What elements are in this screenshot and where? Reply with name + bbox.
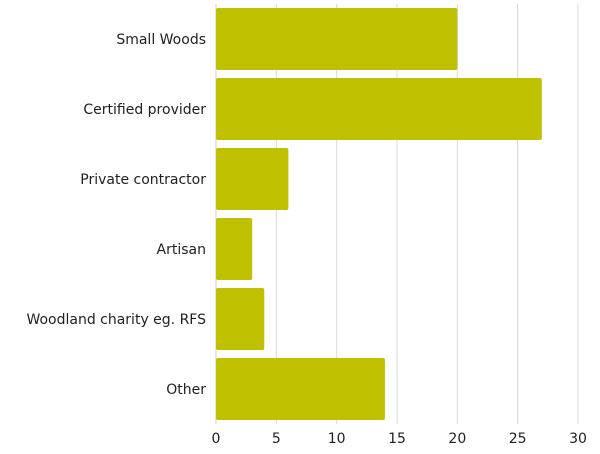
bar xyxy=(216,358,385,420)
bar xyxy=(216,8,458,70)
category-label: Certified provider xyxy=(83,102,206,118)
x-tick-label: 0 xyxy=(212,431,221,447)
grid-lines xyxy=(215,4,579,424)
x-tick-label: 20 xyxy=(448,431,466,447)
x-axis-tick-labels: 0 5 10 15 20 25 30 xyxy=(212,431,587,447)
bar xyxy=(216,148,289,210)
category-label: Woodland charity eg. RFS xyxy=(26,312,206,328)
bar xyxy=(216,78,542,140)
category-labels: Small Woods Certified provider Private con… xyxy=(26,32,206,398)
category-label: Small Woods xyxy=(116,32,206,48)
category-label: Other xyxy=(166,382,206,398)
x-tick-label: 10 xyxy=(328,431,346,447)
bar xyxy=(216,218,253,280)
category-label: Artisan xyxy=(157,242,206,258)
x-tick-label: 5 xyxy=(272,431,281,447)
x-tick-label: 25 xyxy=(509,431,527,447)
x-tick-label: 30 xyxy=(569,431,587,447)
category-label: Private contractor xyxy=(80,172,206,188)
x-tick-label: 15 xyxy=(388,431,406,447)
bars xyxy=(216,8,542,420)
bar xyxy=(216,288,265,350)
